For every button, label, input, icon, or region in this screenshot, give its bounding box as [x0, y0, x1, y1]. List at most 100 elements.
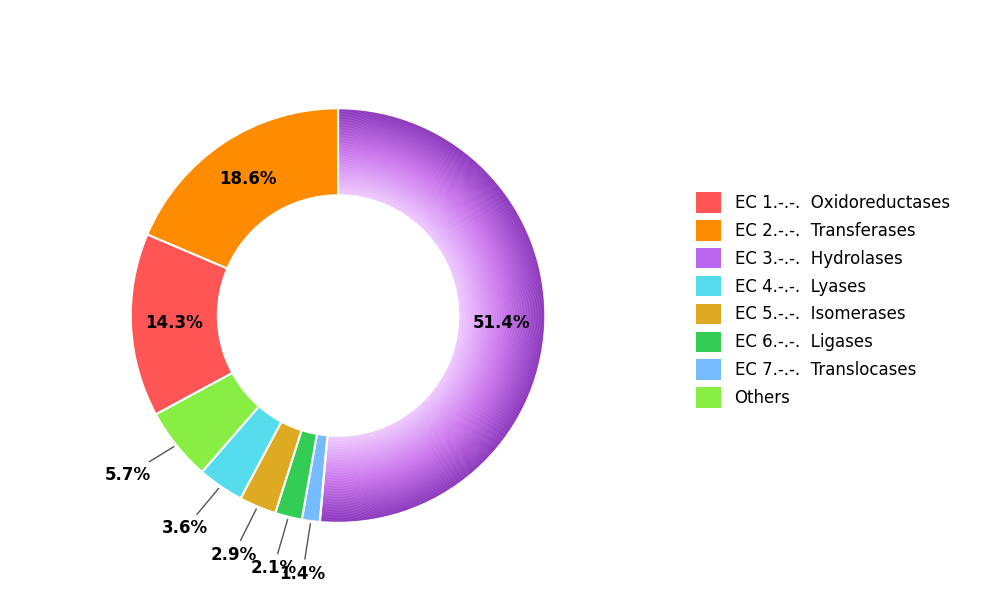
Wedge shape [324, 157, 497, 474]
Wedge shape [323, 139, 514, 491]
Wedge shape [326, 179, 475, 452]
Wedge shape [327, 190, 463, 441]
Wedge shape [147, 108, 338, 268]
Wedge shape [324, 155, 499, 476]
Wedge shape [326, 175, 479, 456]
Wedge shape [327, 184, 469, 446]
Wedge shape [322, 131, 522, 500]
Wedge shape [323, 139, 515, 493]
Wedge shape [321, 117, 537, 514]
Text: 14.3%: 14.3% [146, 314, 203, 332]
Wedge shape [321, 124, 530, 508]
Wedge shape [325, 170, 484, 461]
Wedge shape [322, 138, 516, 493]
Wedge shape [325, 164, 489, 467]
Wedge shape [324, 155, 498, 476]
Wedge shape [321, 121, 532, 510]
Wedge shape [326, 177, 476, 454]
Wedge shape [324, 158, 496, 473]
Wedge shape [321, 122, 532, 509]
Wedge shape [321, 121, 533, 511]
Wedge shape [320, 108, 545, 523]
Wedge shape [325, 165, 489, 466]
Wedge shape [324, 151, 503, 481]
Wedge shape [324, 161, 493, 470]
Wedge shape [323, 143, 510, 488]
Wedge shape [322, 134, 519, 497]
Wedge shape [327, 193, 460, 438]
Wedge shape [325, 168, 486, 463]
Wedge shape [323, 149, 504, 481]
Wedge shape [320, 111, 542, 520]
Wedge shape [325, 166, 487, 465]
Wedge shape [202, 406, 281, 499]
Wedge shape [321, 118, 535, 512]
Wedge shape [327, 189, 465, 442]
Wedge shape [326, 180, 474, 451]
Wedge shape [324, 161, 492, 470]
Wedge shape [321, 127, 526, 504]
Wedge shape [323, 145, 509, 487]
Wedge shape [320, 114, 540, 517]
Wedge shape [327, 187, 467, 445]
Wedge shape [326, 184, 470, 448]
Wedge shape [321, 120, 534, 511]
Text: 2.1%: 2.1% [250, 520, 297, 577]
Wedge shape [324, 160, 494, 472]
Wedge shape [327, 194, 459, 436]
Wedge shape [325, 172, 482, 460]
Wedge shape [323, 149, 505, 482]
Wedge shape [322, 130, 524, 501]
Wedge shape [324, 152, 501, 479]
Wedge shape [320, 115, 539, 516]
Wedge shape [321, 124, 529, 507]
Wedge shape [325, 167, 487, 464]
Text: 3.6%: 3.6% [162, 488, 219, 538]
Wedge shape [325, 172, 481, 459]
Wedge shape [320, 116, 538, 515]
Wedge shape [325, 162, 492, 469]
Wedge shape [275, 430, 317, 520]
Wedge shape [324, 151, 503, 480]
Wedge shape [322, 131, 523, 500]
Text: 1.4%: 1.4% [280, 524, 326, 583]
Wedge shape [327, 191, 462, 439]
Wedge shape [321, 125, 529, 506]
Wedge shape [320, 112, 542, 519]
Wedge shape [325, 169, 485, 463]
Wedge shape [322, 137, 516, 494]
Wedge shape [326, 176, 478, 455]
Wedge shape [323, 140, 513, 491]
Wedge shape [322, 136, 518, 495]
Wedge shape [326, 173, 481, 458]
Wedge shape [322, 128, 526, 503]
Wedge shape [321, 118, 536, 514]
Wedge shape [322, 137, 517, 494]
Wedge shape [323, 147, 507, 484]
Wedge shape [321, 116, 537, 515]
Wedge shape [323, 142, 512, 490]
Wedge shape [323, 144, 510, 487]
Wedge shape [326, 178, 476, 453]
Wedge shape [326, 181, 473, 450]
Wedge shape [326, 174, 479, 457]
Text: 2.9%: 2.9% [210, 509, 256, 564]
Wedge shape [323, 141, 513, 490]
Wedge shape [131, 235, 232, 414]
Wedge shape [324, 154, 500, 477]
Wedge shape [321, 119, 534, 512]
Wedge shape [323, 145, 508, 486]
Wedge shape [325, 169, 484, 462]
Wedge shape [320, 110, 544, 521]
Wedge shape [156, 373, 259, 472]
Wedge shape [323, 142, 511, 489]
Wedge shape [321, 127, 527, 505]
Wedge shape [327, 193, 461, 439]
Wedge shape [324, 153, 500, 478]
Wedge shape [322, 128, 525, 503]
Wedge shape [324, 159, 495, 472]
Wedge shape [325, 163, 490, 467]
Wedge shape [320, 110, 543, 521]
Wedge shape [322, 133, 521, 498]
Legend: EC 1.-.-.  Oxidoreductases, EC 2.-.-.  Transferases, EC 3.-.-.  Hydrolases, EC 4: EC 1.-.-. Oxidoreductases, EC 2.-.-. Tra… [688, 184, 958, 416]
